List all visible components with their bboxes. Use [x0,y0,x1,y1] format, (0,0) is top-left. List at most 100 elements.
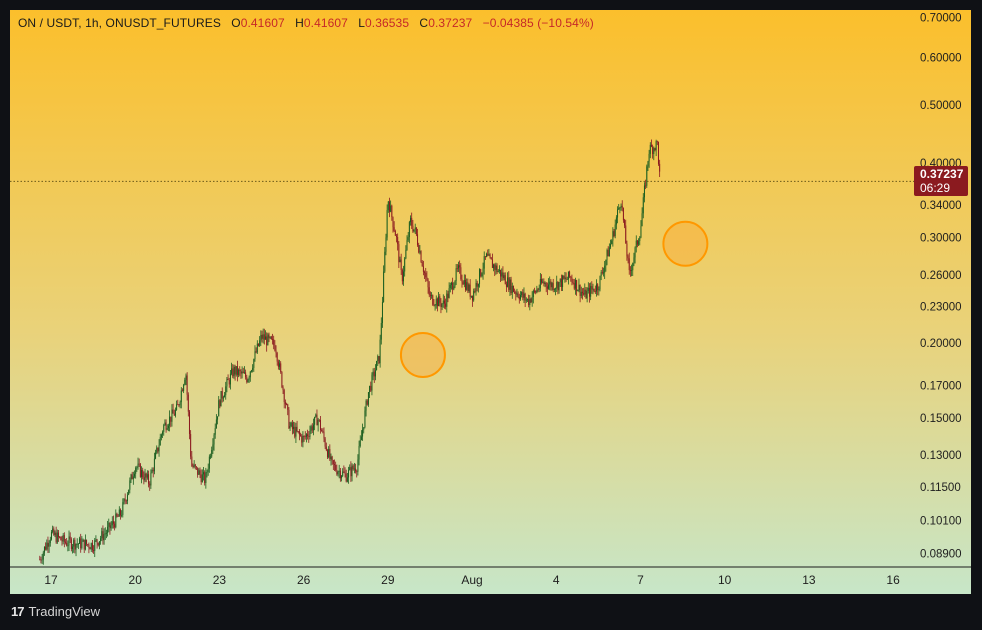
candle-down [69,536,71,540]
candle-up [404,258,406,272]
candle-up [130,474,132,481]
candle-up [243,372,245,374]
candle-up [438,296,440,307]
candle-up [442,300,444,304]
candle-down [109,522,111,529]
price-tick-label: 0.17000 [920,380,962,392]
candle-up [208,456,210,469]
candle-up [46,542,48,550]
candle-up [48,543,50,547]
candle-up [348,470,350,478]
candle-down [601,272,603,274]
candle-up [618,207,620,210]
candle-down [316,414,318,426]
candle-down [480,269,482,277]
candle-up [98,541,100,546]
candle-up [405,249,407,259]
candle-down [439,296,441,303]
candle-up [386,210,388,238]
candle-up [610,243,612,248]
candle-down [283,390,285,403]
candle-up [213,434,215,445]
candle-up [605,260,607,266]
candle-up [379,339,381,364]
candle-down [626,243,628,257]
candle-down [74,539,76,550]
candle-up [406,240,408,250]
legend-close-label: C [419,16,429,30]
candle-down [332,460,334,465]
candle-down [116,513,118,517]
candle-up [360,436,362,441]
bar-countdown: 06:29 [920,181,951,195]
candle-down [500,269,502,277]
candle-down [398,244,400,263]
candle-up [595,284,597,292]
candle-up [477,283,479,287]
candle-down [119,509,121,516]
candle-down [622,207,624,221]
annotation-circle[interactable] [399,331,446,378]
annotation-circle[interactable] [662,220,709,267]
candle-down [401,269,403,282]
candle-down [534,290,536,292]
candle-up [132,476,134,480]
candle-up [523,293,525,298]
candle-up [567,271,569,280]
candle-down [537,289,539,291]
candle-down [535,291,537,293]
candle-down [514,291,516,293]
candle-up [466,282,468,290]
candle-down [339,470,341,479]
candle-up [225,386,227,396]
candle-up [121,514,123,516]
candle-down [261,334,263,339]
candle-down [170,416,172,422]
candle-up [643,185,645,198]
candle-up [372,371,374,375]
candle-down [228,379,230,385]
candle-up [562,275,564,288]
candle-up [203,472,205,475]
candle-up [362,429,364,437]
candle-up [217,416,219,420]
candle-up [364,410,366,428]
candle-down [288,409,290,429]
candle-up [587,287,589,291]
candle-up [649,144,651,154]
price-axis[interactable]: 0.700000.600000.500000.400000.340000.300… [920,12,962,560]
candle-up [544,282,546,284]
legend-close-value: 0.37237 [428,16,473,30]
candle-down [276,353,278,362]
candle-up [634,247,636,258]
candle-down [593,288,595,292]
candle-down [654,148,656,151]
candle-up [380,323,382,340]
candle-down [569,271,571,277]
candle-down [421,262,423,267]
candle-down [391,205,393,217]
candle-down [356,471,358,473]
candle-down [428,287,430,295]
candle-down [318,419,320,421]
candle-up [164,422,166,426]
candle-down [543,281,545,284]
tradingview-brand[interactable]: 17 TradingView [11,604,100,619]
candle-down [496,265,498,272]
candle-up [262,334,264,339]
candle-down [192,466,194,468]
legend-symbol[interactable]: ON / USDT, 1h, ONUSDT_FUTURES [18,16,221,30]
candle-down [565,277,567,280]
candle-down [263,334,265,340]
candle-down [178,404,180,406]
candle-up [590,286,592,297]
candle-up [604,265,606,273]
price-tick-label: 0.08900 [920,549,962,561]
candle-up [211,449,213,457]
candle-down [472,295,474,301]
time-axis[interactable]: 17 20 23 26 29 Aug 4 7 10 13 16 [44,573,900,587]
candle-up [408,222,410,238]
candle-down [393,227,395,231]
candle-up [95,539,97,541]
